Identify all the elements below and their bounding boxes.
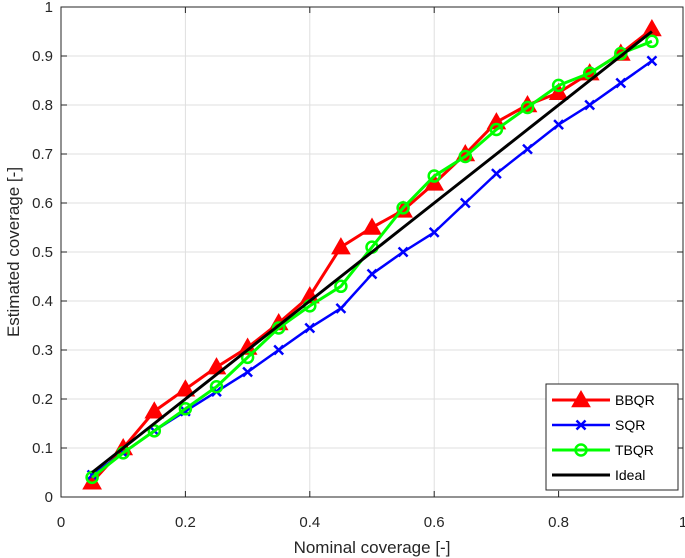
y-tick-label: 0.3	[32, 342, 53, 359]
series-sqr-point	[335, 302, 347, 314]
legend-entry-bbqr: BBQR	[552, 389, 655, 408]
series-tbqr-point	[334, 279, 348, 294]
series-sqr-point	[584, 99, 596, 111]
y-tick-label: 0.1	[32, 440, 53, 457]
series-ideal	[91, 30, 653, 474]
legend-label-sqr: SQR	[615, 417, 645, 433]
series-sqr-point	[428, 227, 440, 238]
y-tick-label: 0.5	[32, 244, 53, 261]
series-tbqr-point	[178, 402, 193, 416]
gridlines	[60, 6, 684, 498]
series-sqr-point	[615, 77, 627, 89]
series-tbqr-point	[520, 100, 535, 115]
x-tick-label: 0	[57, 514, 65, 531]
series-tbqr	[85, 34, 659, 485]
series-sqr-point	[304, 322, 316, 334]
series-bbqr-point	[331, 237, 351, 255]
series-sqr-point	[273, 344, 285, 356]
legend-label-ideal: Ideal	[615, 467, 645, 483]
series-bbqr-point	[362, 217, 382, 235]
y-tick-label: 0.6	[32, 195, 53, 212]
legend-entry-ideal: Ideal	[552, 467, 645, 483]
x-tick-label: 0.8	[548, 514, 569, 531]
series-tbqr-point	[551, 78, 566, 93]
series-sqr-point	[397, 246, 409, 258]
y-tick-label: 0.9	[32, 48, 53, 65]
y-tick-label: 0.2	[32, 391, 53, 408]
series-tbqr-point	[489, 122, 504, 137]
series-tbqr-point	[396, 201, 410, 215]
y-axis-label: Estimated coverage [-]	[4, 167, 23, 337]
x-tick-label: 0.2	[175, 514, 196, 531]
series-bbqr-point	[175, 379, 196, 397]
series-bbqr-point	[144, 401, 165, 419]
legend-marker-bbqr	[571, 389, 591, 408]
series-sqr-point	[491, 168, 502, 179]
x-tick-label: 0.4	[299, 514, 320, 531]
legend: BBQR SQR TBQR Ideal	[545, 383, 679, 491]
series-tbqr-point	[209, 380, 224, 394]
legend-entry-tbqr: TBQR	[552, 442, 654, 458]
series-sqr-point	[242, 366, 253, 378]
legend-label-bbqr: BBQR	[615, 392, 655, 408]
series-sqr-point	[522, 143, 533, 155]
series-tbqr-line	[91, 39, 653, 479]
y-tick-label: 0.4	[32, 293, 53, 310]
legend-marker-sqr	[575, 419, 587, 431]
series-ideal-line	[91, 30, 653, 474]
series-sqr-point	[646, 55, 658, 67]
x-axis-label: Nominal coverage [-]	[294, 538, 451, 557]
legend-box	[545, 383, 679, 491]
y-tick-label: 1	[45, 0, 53, 16]
legend-marker-tbqr	[574, 443, 588, 457]
y-tick-label: 0.7	[32, 146, 53, 163]
legend-entry-sqr: SQR	[552, 417, 645, 433]
x-tick-label: 1	[679, 514, 685, 531]
series-sqr-point	[553, 119, 564, 130]
series-tbqr-point	[645, 34, 659, 49]
series-tbqr-point	[427, 169, 441, 183]
series-layer	[82, 19, 662, 490]
y-tick-label: 0	[45, 489, 53, 506]
series-sqr-point	[459, 197, 471, 209]
series-tbqr-point	[458, 149, 473, 164]
x-tick-label: 0.6	[424, 514, 445, 531]
series-sqr-point	[366, 268, 378, 280]
axis-ticks: 0 0.2 0.4 0.6 0.8 1 0 0.1 0.2 0.3 0.4 0.5 0.6 0.7 0.8 0…	[32, 0, 685, 531]
legend-label-tbqr: TBQR	[615, 442, 654, 458]
y-tick-label: 0.8	[32, 97, 53, 114]
